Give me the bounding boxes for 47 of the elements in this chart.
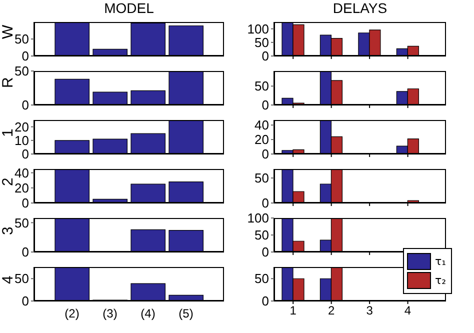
y-tick-label: 50 xyxy=(14,215,29,230)
y-tick-label: 10 xyxy=(14,133,29,148)
y-tick-label: 50 xyxy=(14,64,29,79)
y-tick-label: 20 xyxy=(254,132,269,148)
x-tick-label: 1 xyxy=(290,304,297,318)
y-tick-label: 0 xyxy=(22,48,29,64)
y-tick-label: 0 xyxy=(262,294,269,309)
x-tick-label: (5) xyxy=(178,306,194,321)
y-tick-label: 0 xyxy=(22,244,29,260)
y-tick-label: 40 xyxy=(254,118,269,133)
x-tick-label: (3) xyxy=(102,306,118,321)
x-tick-label: 4 xyxy=(404,304,412,318)
y-tick-label: 50 xyxy=(254,78,269,94)
y-tick-label: 0 xyxy=(22,146,29,162)
y-tick-label: 20 xyxy=(14,180,29,196)
y-tick-label: 100 xyxy=(247,21,269,36)
y-tick-label: 0 xyxy=(262,98,269,113)
y-tick-label: 100 xyxy=(247,210,269,226)
y-axis-title: 4 xyxy=(0,276,16,284)
x-tick-label: 3 xyxy=(366,304,374,318)
legend-label: τ₂ xyxy=(434,274,447,287)
y-tick-label: 50 xyxy=(254,170,269,186)
y-axis-title: W xyxy=(0,24,16,39)
y-tick-label: 50 xyxy=(14,271,29,286)
y-tick-label: 40 xyxy=(14,165,29,180)
y-tick-label: 50 xyxy=(254,271,269,286)
chart-title: DELAYS xyxy=(332,0,388,16)
y-tick-label: 0 xyxy=(262,146,269,162)
y-axis-title: 1 xyxy=(0,128,16,137)
y-tick-label: 0 xyxy=(262,48,269,64)
y-axis-title: R xyxy=(0,77,16,88)
y-tick-label: 50 xyxy=(14,32,29,47)
y-tick-label: 50 xyxy=(254,228,269,243)
x-tick-label: (4) xyxy=(140,306,156,321)
x-tick-label: (2) xyxy=(64,306,80,321)
legend-label: τ₁ xyxy=(434,255,447,268)
y-tick-label: 0 xyxy=(262,196,269,211)
y-tick-label: 0 xyxy=(262,244,269,260)
y-axis-title: 2 xyxy=(0,178,16,186)
y-axis-title: 3 xyxy=(0,226,16,235)
y-tick-label: 20 xyxy=(14,119,29,134)
y-tick-label: 50 xyxy=(254,35,269,50)
y-tick-label: 0 xyxy=(22,98,29,113)
x-tick-label: 2 xyxy=(328,304,335,318)
y-tick-label: 0 xyxy=(22,196,29,211)
chart-title: MODEL xyxy=(103,0,155,16)
y-tick-label: 0 xyxy=(22,294,29,309)
